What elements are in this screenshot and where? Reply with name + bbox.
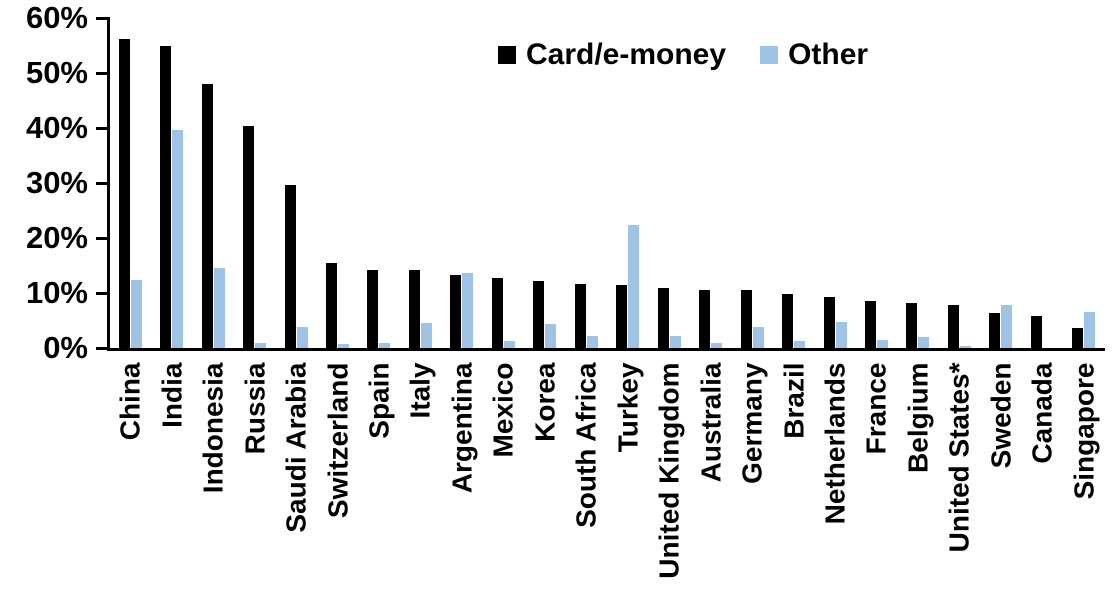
- bar-card-e-money-china: [118, 38, 130, 348]
- bar-card-e-money-indonesia: [201, 84, 213, 348]
- y-axis-tick-0: [96, 346, 110, 350]
- x-axis-label-france: France: [860, 362, 892, 455]
- bar-card-e-money-france: [864, 300, 876, 348]
- y-axis-label-10: 10%: [25, 275, 88, 310]
- x-axis-label-korea: Korea: [529, 362, 561, 442]
- y-axis-tick-60: [96, 16, 110, 20]
- x-axis-label-netherlands: Netherlands: [819, 362, 851, 525]
- legend-item-card-e-money: Card/e-money: [498, 40, 726, 70]
- bar-other-india: [172, 129, 184, 348]
- x-axis-label-spain: Spain: [363, 362, 395, 439]
- legend-swatch-card-e-money: [498, 46, 516, 64]
- legend-swatch-other: [760, 46, 779, 64]
- x-axis-label-india: India: [156, 362, 188, 428]
- bar-other-indonesia: [213, 268, 225, 348]
- x-axis-label-australia: Australia: [695, 362, 727, 483]
- legend-label-other: Other: [788, 38, 869, 71]
- y-axis-label-30: 30%: [25, 165, 88, 200]
- bar-other-belgium: [918, 337, 930, 348]
- bar-card-e-money-russia: [243, 125, 255, 348]
- bar-card-e-money-korea: [533, 281, 545, 348]
- y-axis-tick-10: [96, 291, 110, 295]
- x-axis-label-singapore: Singapore: [1068, 362, 1100, 500]
- bar-other-saudi-arabia: [296, 326, 308, 348]
- bar-card-e-money-united-kingdom: [657, 288, 669, 348]
- bar-card-e-money-italy: [408, 270, 420, 348]
- bar-other-australia: [711, 342, 723, 348]
- bar-card-e-money-australia: [699, 289, 711, 348]
- bar-other-china: [130, 280, 142, 348]
- bar-card-e-money-sweden: [989, 312, 1001, 348]
- x-axis-label-argentina: Argentina: [446, 362, 478, 494]
- bar-card-e-money-spain: [367, 269, 379, 348]
- y-axis-tick-20: [96, 236, 110, 240]
- bar-other-russia: [255, 342, 267, 348]
- bar-other-argentina: [462, 272, 474, 348]
- x-axis-label-russia: Russia: [239, 362, 271, 455]
- bar-other-sweden: [1001, 304, 1013, 348]
- y-axis-label-20: 20%: [25, 220, 88, 255]
- x-axis-label-turkey: Turkey: [612, 362, 644, 453]
- bar-other-turkey: [628, 225, 640, 348]
- x-axis-label-canada: Canada: [1026, 362, 1058, 464]
- bar-other-spain: [379, 342, 391, 348]
- bar-other-korea: [545, 324, 557, 348]
- bar-other-united-kingdom: [669, 335, 681, 348]
- legend-label-card-e-money: Card/e-money: [526, 38, 727, 71]
- x-axis-label-mexico: Mexico: [487, 362, 519, 458]
- x-axis-label-belgium: Belgium: [902, 362, 934, 473]
- x-axis-label-south-africa: South Africa: [570, 362, 602, 528]
- x-axis-label-united-kingdom: United Kingdom: [653, 362, 685, 579]
- bar-other-france: [876, 339, 888, 348]
- x-axis-label-sweden: Sweden: [985, 362, 1017, 469]
- bar-card-e-money-germany: [740, 290, 752, 348]
- y-axis-tick-50: [96, 71, 110, 75]
- bar-other-italy: [420, 322, 432, 348]
- bar-card-e-money-saudi-arabia: [284, 184, 296, 348]
- y-axis-tick-40: [96, 126, 110, 130]
- bar-card-e-money-united-states: [947, 305, 959, 348]
- bar-other-mexico: [503, 340, 515, 348]
- bar-other-switzerland: [338, 343, 350, 348]
- bar-other-south-africa: [586, 335, 598, 348]
- y-axis-label-60: 60%: [25, 0, 88, 35]
- x-axis-line: [107, 348, 1105, 351]
- bar-card-e-money-netherlands: [823, 297, 835, 348]
- y-axis-label-40: 40%: [25, 110, 88, 145]
- bar-other-united-states: [959, 346, 971, 348]
- bar-card-e-money-canada: [1030, 316, 1042, 348]
- x-axis-label-switzerland: Switzerland: [322, 362, 354, 519]
- y-axis-line: [107, 16, 110, 351]
- y-axis-tick-30: [96, 181, 110, 185]
- bar-card-e-money-belgium: [906, 303, 918, 348]
- chart-legend: Card/e-money Other: [498, 40, 868, 70]
- bar-other-germany: [752, 326, 764, 348]
- x-axis-label-china: China: [114, 362, 146, 441]
- bar-card-e-money-turkey: [616, 284, 628, 348]
- x-axis-label-brazil: Brazil: [778, 362, 810, 439]
- bar-card-e-money-argentina: [450, 275, 462, 348]
- bar-card-e-money-singapore: [1072, 327, 1084, 348]
- bar-other-brazil: [794, 341, 806, 348]
- y-axis-label-0: 0%: [43, 330, 88, 365]
- x-axis-label-united-states: United States*: [943, 362, 975, 553]
- x-axis-label-germany: Germany: [736, 362, 768, 484]
- x-axis-label-saudi-arabia: Saudi Arabia: [280, 362, 312, 533]
- bar-card-e-money-brazil: [782, 293, 794, 348]
- bar-card-e-money-south-africa: [574, 284, 586, 348]
- bar-card-e-money-mexico: [491, 277, 503, 348]
- x-axis-label-italy: Italy: [404, 362, 436, 419]
- bar-other-netherlands: [835, 321, 847, 348]
- bar-other-singapore: [1084, 311, 1096, 348]
- y-axis-label-50: 50%: [25, 55, 88, 90]
- bar-card-e-money-switzerland: [326, 262, 338, 348]
- bar-card-e-money-india: [160, 45, 172, 348]
- legend-item-other: Other: [760, 40, 868, 70]
- x-axis-label-indonesia: Indonesia: [197, 362, 229, 494]
